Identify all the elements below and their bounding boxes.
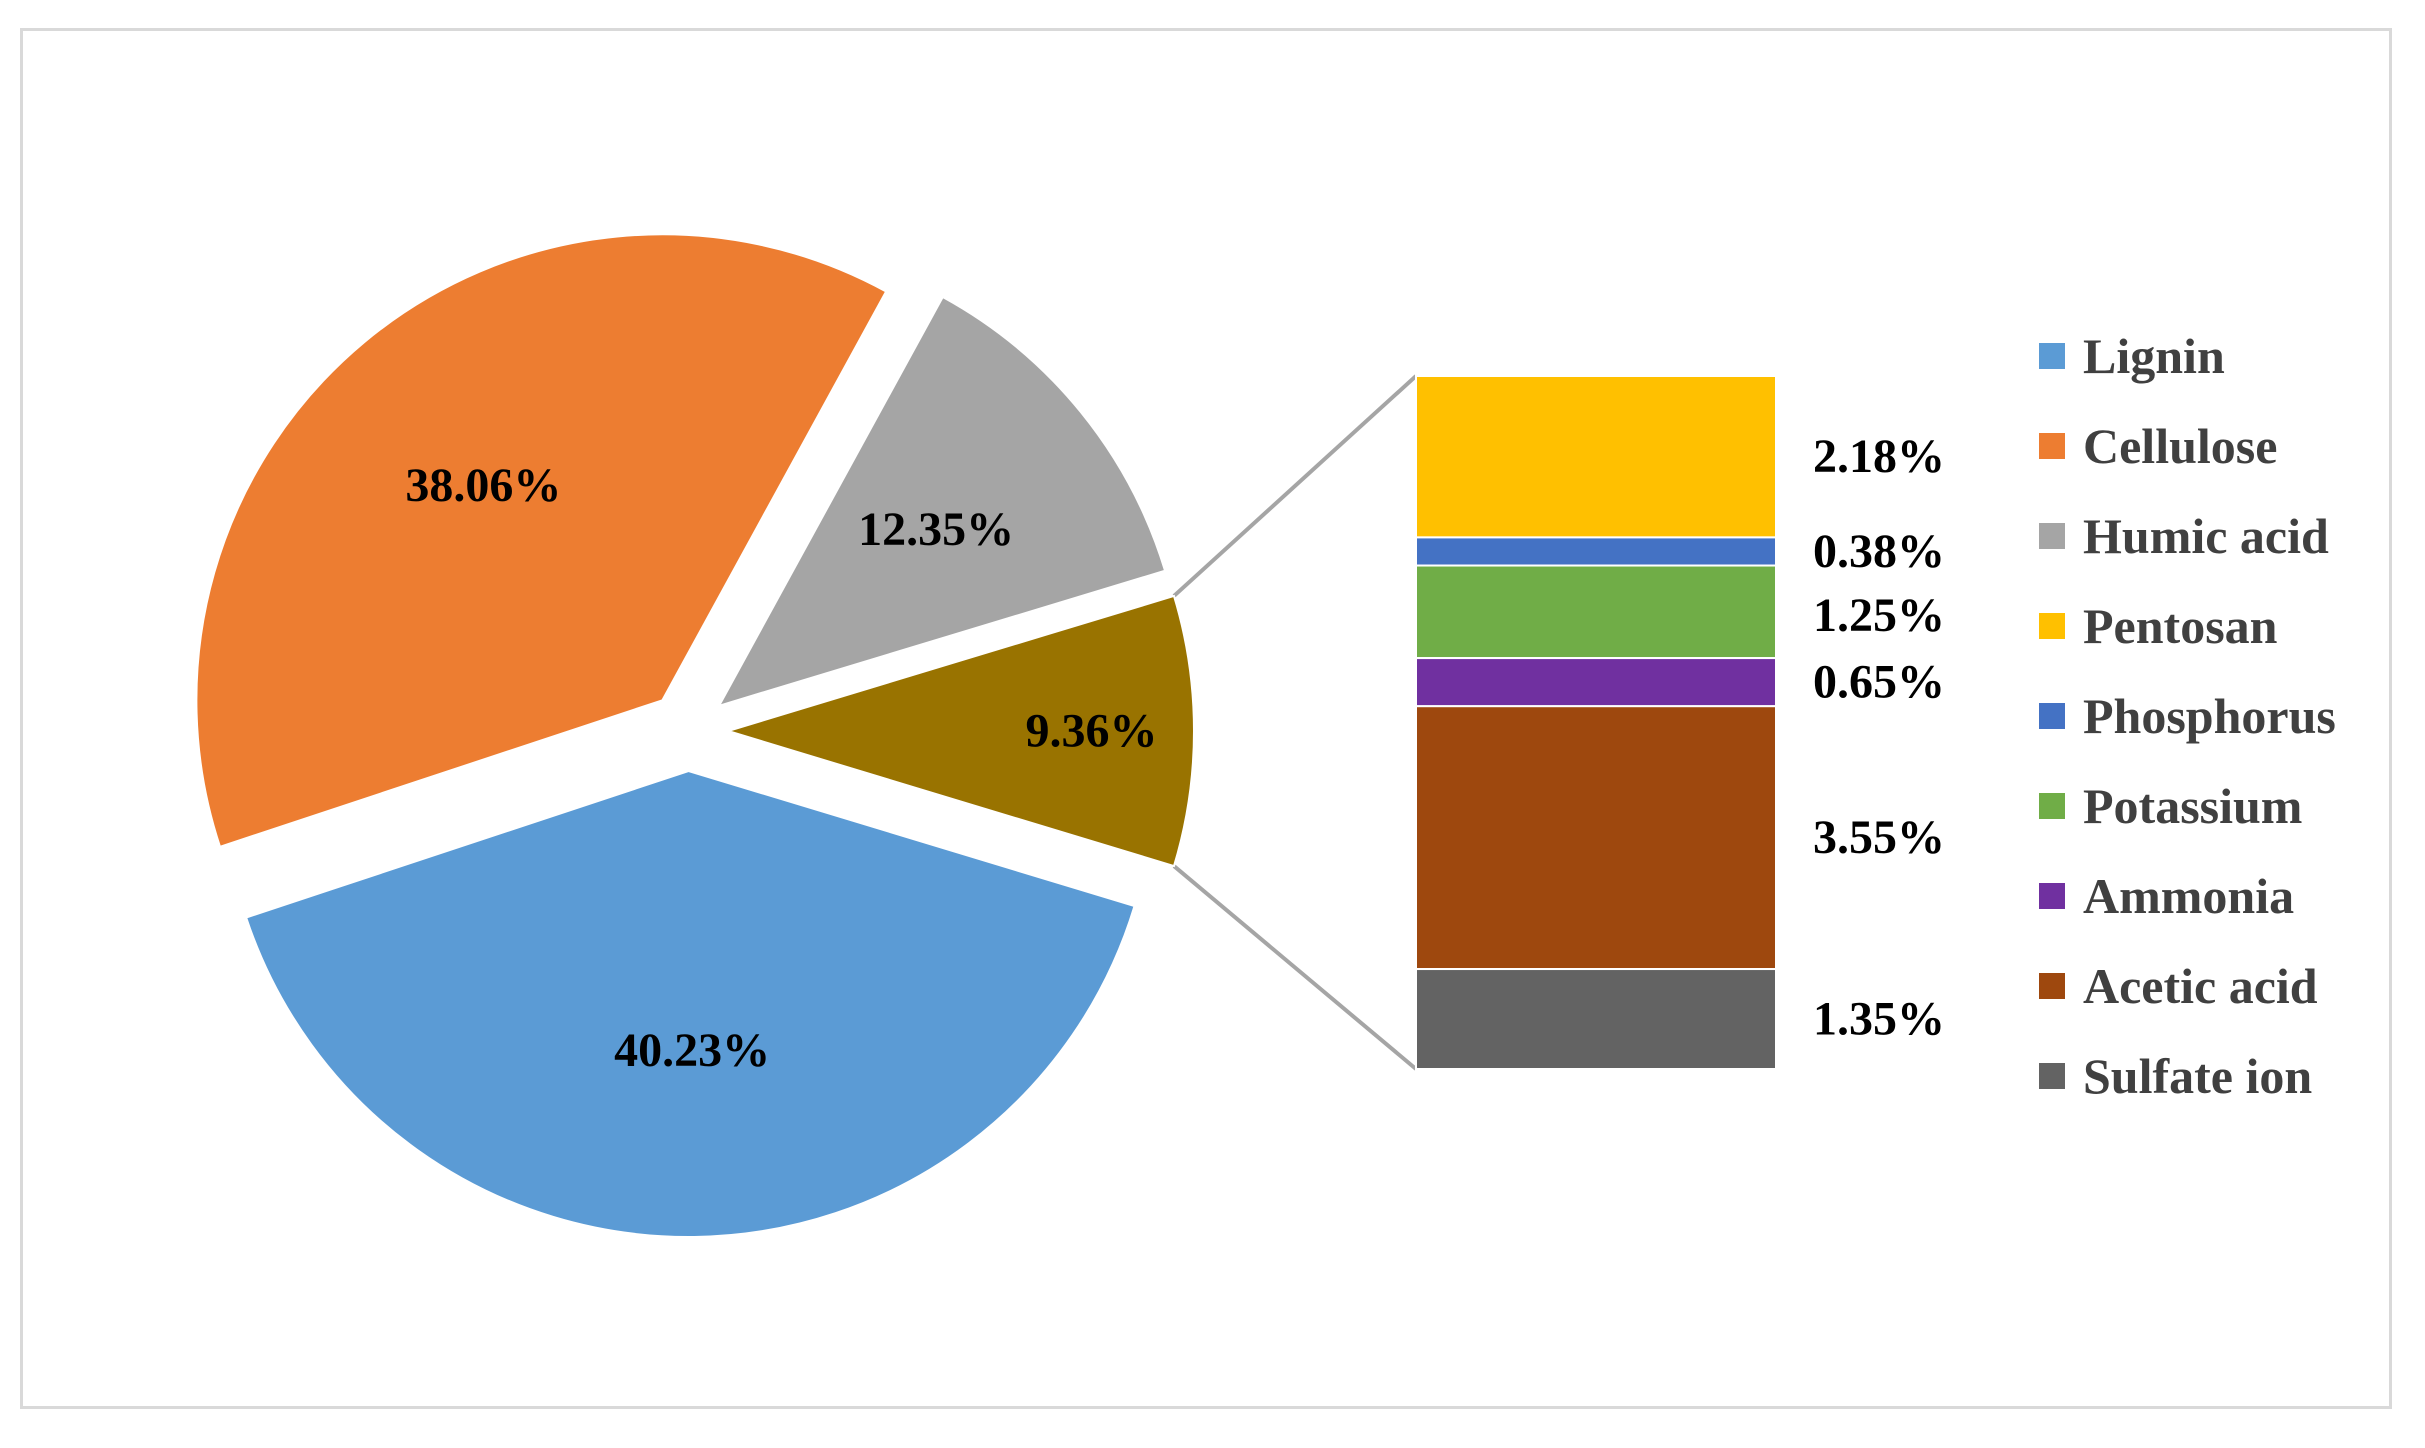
legend-label-humic-acid: Humic acid <box>2083 508 2329 564</box>
pie-slice-other <box>724 594 1196 868</box>
pie: 40.23% 38.06% 12.35% 9.36% <box>195 233 1196 1238</box>
legend-label-potassium: Potassium <box>2083 778 2302 834</box>
bar-of-pie-chart: 40.23% 38.06% 12.35% 9.36% 2.18% 0.38% 1.25% 0… <box>195 233 2336 1238</box>
legend-swatch-lignin <box>2039 343 2065 369</box>
bar-segment-pentosan <box>1415 375 1777 539</box>
legend-swatch-potassium <box>2039 793 2065 819</box>
bar-segment-acetic-acid <box>1415 705 1777 971</box>
bar-segment-phosphorus <box>1415 536 1777 567</box>
bar-label-sulfate-ion: 1.35% <box>1813 993 1945 1046</box>
legend-swatch-ammonia <box>2039 883 2065 909</box>
bar-segment-ammonia <box>1415 657 1777 708</box>
pie-slice-lignin <box>244 769 1136 1238</box>
legend-swatch-humic-acid <box>2039 523 2065 549</box>
legend-swatch-sulfate-ion <box>2039 1063 2065 1089</box>
bar-segment-potassium <box>1415 564 1777 660</box>
legend-label-phosphorus: Phosphorus <box>2083 688 2336 744</box>
pie-label-humic-acid: 12.35% <box>858 503 1014 556</box>
connector-line-bottom <box>1172 864 1418 1071</box>
bar-label-phosphorus: 0.38% <box>1813 525 1945 578</box>
pie-label-lignin: 40.23% <box>614 1024 770 1077</box>
legend-swatch-acetic-acid <box>2039 973 2065 999</box>
legend-label-cellulose: Cellulose <box>2083 418 2277 474</box>
connector-lines <box>1172 374 1418 1071</box>
bar-segment-sulfate-ion <box>1415 968 1777 1071</box>
legend-label-lignin: Lignin <box>2083 328 2225 384</box>
pie-label-cellulose: 38.06% <box>405 459 561 512</box>
legend-swatch-pentosan <box>2039 613 2065 639</box>
connector-line-top <box>1172 374 1418 598</box>
chart-frame: 40.23% 38.06% 12.35% 9.36% 2.18% 0.38% 1.25% 0… <box>20 28 2392 1409</box>
pie-slice-cellulose <box>195 233 888 849</box>
pie-slice-humic-acid <box>717 295 1167 708</box>
bar-label-pentosan: 2.18% <box>1813 430 1945 483</box>
legend-swatch-cellulose <box>2039 433 2065 459</box>
bar-label-potassium: 1.25% <box>1813 589 1945 642</box>
pie-label-other: 9.36% <box>1025 705 1157 758</box>
legend-label-sulfate-ion: Sulfate ion <box>2083 1048 2312 1104</box>
bar-label-ammonia: 0.65% <box>1813 656 1945 709</box>
legend-label-pentosan: Pentosan <box>2083 598 2278 654</box>
bar-label-acetic-acid: 3.55% <box>1813 811 1945 864</box>
legend-label-acetic-acid: Acetic acid <box>2083 958 2318 1014</box>
stacked-bar: 2.18% 0.38% 1.25% 0.65% 3.55% 1.35% <box>1415 375 1945 1071</box>
legend-swatch-phosphorus <box>2039 703 2065 729</box>
legend-label-ammonia: Ammonia <box>2083 868 2294 924</box>
legend: Lignin Cellulose Humic acid Pentosan Phospho… <box>2039 328 2336 1104</box>
